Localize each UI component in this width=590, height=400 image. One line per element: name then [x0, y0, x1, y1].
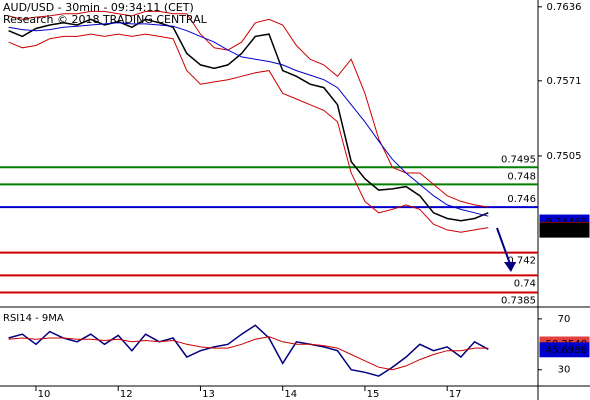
y-tick-label: 0.7571 [547, 76, 582, 87]
level-label: 0.7495 [501, 154, 536, 165]
level-label: 0.748 [507, 171, 536, 182]
series-line [8, 324, 489, 377]
level-label: 0.746 [507, 194, 536, 205]
series-line [8, 336, 489, 371]
series-line [8, 33, 489, 233]
level-label: 0.7385 [501, 295, 536, 306]
panel-title: RSI14 - 9MA [3, 313, 64, 324]
price-marker-label: 45.6986 [546, 345, 587, 356]
chart-subtitle: Research © 2018 TRADING CENTRAL [3, 13, 208, 26]
price-marker [539, 222, 590, 238]
x-tick-label: 12 [120, 389, 133, 400]
level-label: 0.742 [507, 256, 536, 267]
price-marker [539, 342, 590, 358]
series-line [8, 22, 489, 217]
chart-title: AUD/USD - 30min - 09:34:11 (CET) [3, 1, 194, 14]
y-tick-label: 30 [558, 365, 571, 376]
level-label: 0.74 [514, 278, 536, 289]
y-tick-label: 70 [558, 314, 571, 325]
price-marker-label: 0.74398 [546, 225, 587, 236]
series-line [8, 10, 489, 208]
series-line [8, 18, 489, 222]
x-tick-label: 17 [449, 389, 462, 400]
projection-arrow-head [504, 262, 516, 272]
x-tick-label: 10 [38, 389, 51, 400]
x-tick-label: 15 [367, 389, 380, 400]
x-tick-label: 14 [284, 389, 297, 400]
y-tick-label: 0.7505 [547, 151, 582, 162]
projection-arrow [496, 227, 511, 265]
y-tick-label: 0.7636 [547, 2, 582, 13]
x-tick-label: 13 [202, 389, 215, 400]
